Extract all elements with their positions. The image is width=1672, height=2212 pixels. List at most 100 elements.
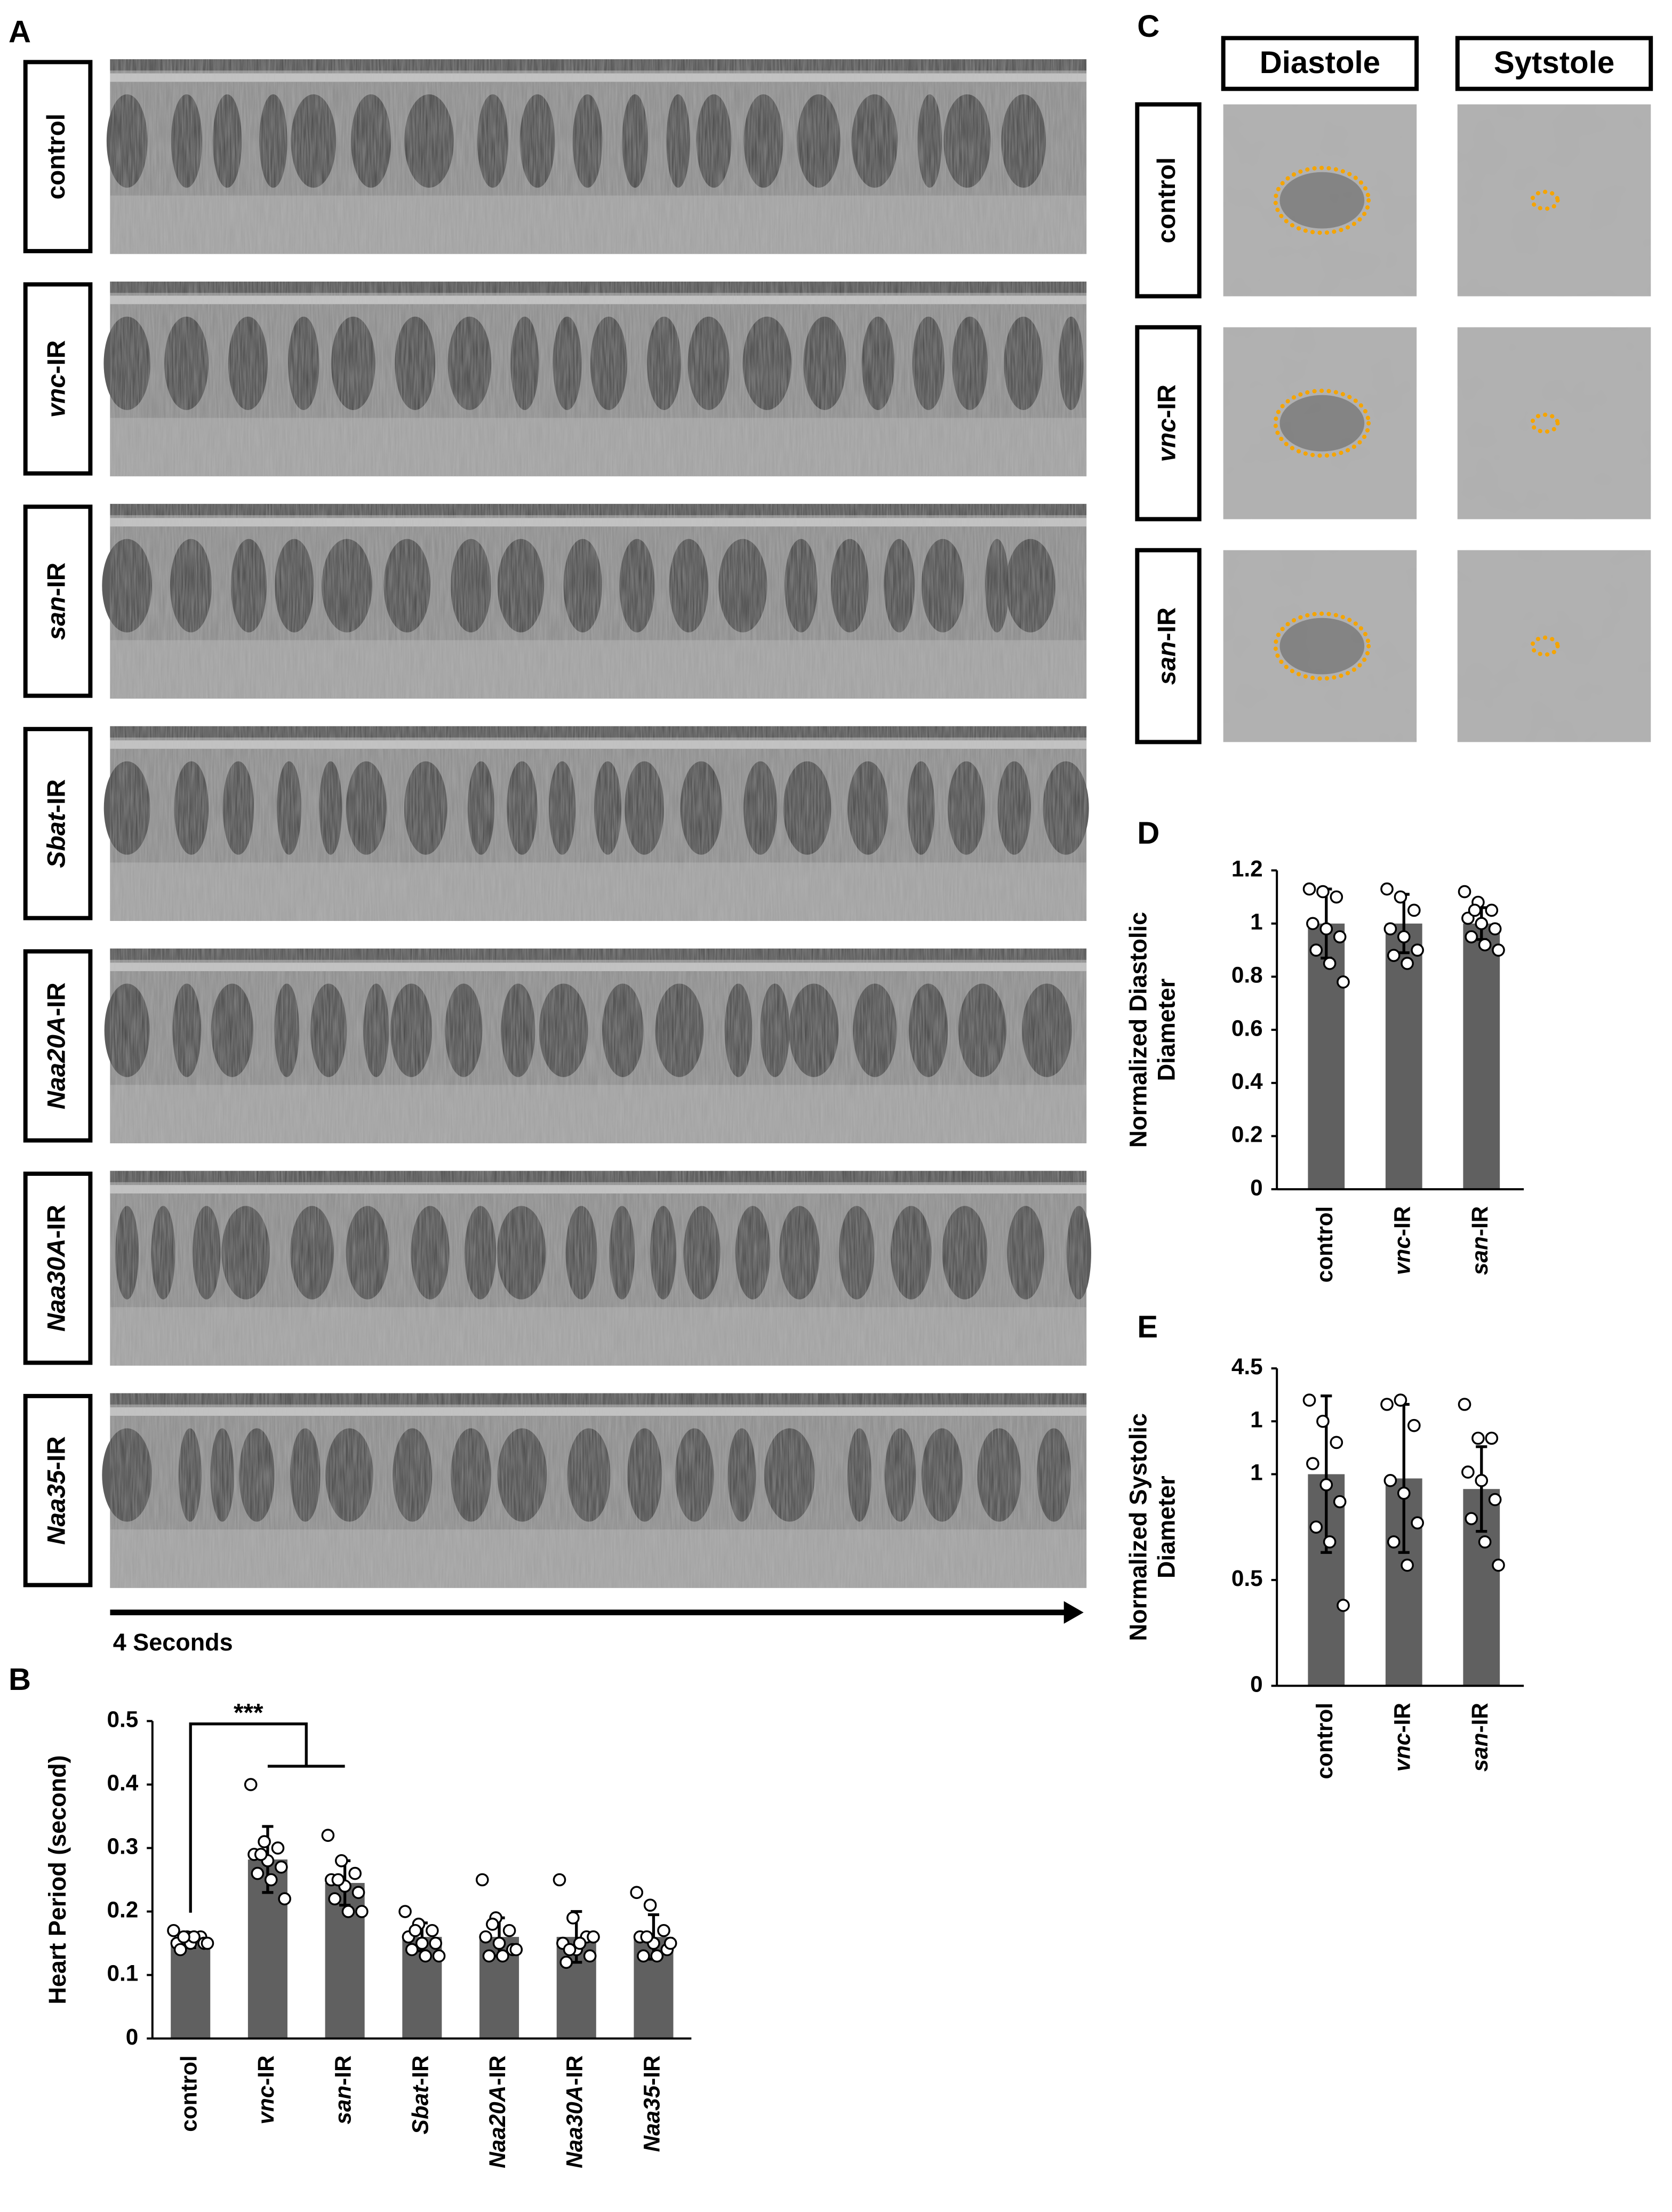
data-point — [1407, 903, 1421, 917]
data-point — [587, 1930, 600, 1944]
data-point — [432, 1949, 446, 1963]
x-tick-label: Naa35-IR — [639, 2055, 665, 2152]
data-point — [1475, 1474, 1489, 1487]
row-label: Sbat-IR — [42, 779, 70, 868]
outline — [1273, 611, 1371, 681]
data-point — [509, 1943, 523, 1957]
data-point — [553, 1873, 566, 1887]
data-point — [331, 1873, 345, 1887]
data-point — [475, 1873, 489, 1887]
data-point — [1330, 890, 1343, 904]
data-point — [244, 1778, 258, 1791]
section-noise — [1457, 550, 1651, 742]
y-tick-label: 1 — [1250, 1460, 1263, 1485]
data-point — [251, 1866, 265, 1880]
data-point — [275, 1860, 288, 1874]
data-point — [1407, 1418, 1421, 1432]
x-tick-label: control — [1312, 1206, 1337, 1283]
y-tick-label: 0.3 — [107, 1834, 139, 1859]
data-point — [1337, 1599, 1350, 1612]
bar — [171, 1940, 211, 2039]
data-point — [583, 1949, 597, 1963]
column-header: Diastole — [1260, 45, 1380, 80]
data-point — [1465, 930, 1478, 944]
section-noise — [1457, 327, 1651, 519]
data-point — [419, 1949, 432, 1963]
header-box — [1221, 36, 1419, 91]
x-tick-label: control — [1312, 1703, 1337, 1779]
data-point — [1302, 1393, 1316, 1407]
data-point — [1492, 1558, 1505, 1572]
outline — [1530, 189, 1560, 211]
data-point — [254, 1848, 268, 1861]
row-label: control — [1153, 157, 1181, 243]
data-point — [1468, 903, 1482, 917]
label-box — [23, 504, 93, 698]
significance-bracket — [189, 1722, 345, 1913]
kymograph-image — [103, 726, 1089, 921]
data-point — [1383, 1474, 1397, 1487]
data-point — [1411, 943, 1424, 957]
data-point — [1485, 1431, 1499, 1445]
panel-label: B — [9, 1662, 31, 1697]
data-point — [1411, 1516, 1424, 1530]
data-point — [1394, 1393, 1407, 1407]
data-point — [1397, 1486, 1411, 1500]
outline — [1530, 635, 1560, 657]
y-tick-label: 0.5 — [107, 1707, 139, 1732]
data-point — [429, 1936, 443, 1950]
y-tick-label: 4.5 — [1231, 1354, 1263, 1379]
data-point — [640, 1930, 654, 1944]
data-point — [566, 1911, 580, 1925]
label-box — [23, 1172, 93, 1365]
bar — [1463, 923, 1500, 1190]
panel-label: E — [1137, 1310, 1158, 1344]
data-point — [1475, 917, 1489, 931]
y-axis-label: Diameter — [1153, 979, 1180, 1081]
data-point — [1323, 1535, 1337, 1549]
data-point — [355, 1905, 369, 1918]
x-tick-label: control — [176, 2055, 201, 2131]
kymograph-image — [110, 1171, 1091, 1366]
label-box — [1135, 325, 1202, 522]
data-point — [1306, 917, 1319, 931]
row-label: control — [42, 114, 70, 199]
kymograph-image — [102, 1393, 1087, 1588]
data-point — [1458, 1398, 1471, 1411]
data-point — [351, 1886, 365, 1900]
kymo-noise — [110, 948, 1087, 1143]
data-point — [663, 1936, 677, 1950]
outline — [1530, 412, 1560, 434]
data-point — [482, 1949, 496, 1963]
kymo-noise — [110, 503, 1087, 699]
data-point — [1319, 922, 1333, 936]
label-box — [23, 282, 93, 476]
data-point — [409, 1924, 422, 1937]
y-tick-label: 0 — [1250, 1175, 1263, 1200]
kymo-noise — [110, 726, 1087, 921]
data-point — [1478, 1535, 1492, 1549]
data-point — [1333, 930, 1347, 944]
kymograph-image — [106, 59, 1087, 254]
y-tick-label: 0.6 — [1231, 1015, 1263, 1040]
data-point — [1401, 957, 1414, 970]
y-axis-label: Normalized Diastolic — [1124, 912, 1151, 1148]
data-point — [1471, 1431, 1485, 1445]
data-point — [1306, 1457, 1319, 1470]
panel-label: C — [1137, 9, 1159, 44]
data-point — [258, 1835, 271, 1848]
label-box — [1135, 548, 1202, 744]
x-tick-label: vnc-IR — [1389, 1703, 1414, 1772]
label-box — [23, 949, 93, 1143]
data-point — [486, 1918, 499, 1931]
data-point — [492, 1936, 506, 1950]
label-box — [23, 1393, 93, 1588]
row-label: Naa20A-IR — [42, 982, 70, 1109]
x-tick-label: vnc-IR — [1389, 1206, 1414, 1275]
data-point — [502, 1924, 516, 1937]
panel-label: A — [9, 14, 31, 49]
kymograph-image — [102, 503, 1087, 699]
row-label: san-IR — [1153, 607, 1181, 685]
x-tick-label: san-IR — [331, 2055, 356, 2124]
